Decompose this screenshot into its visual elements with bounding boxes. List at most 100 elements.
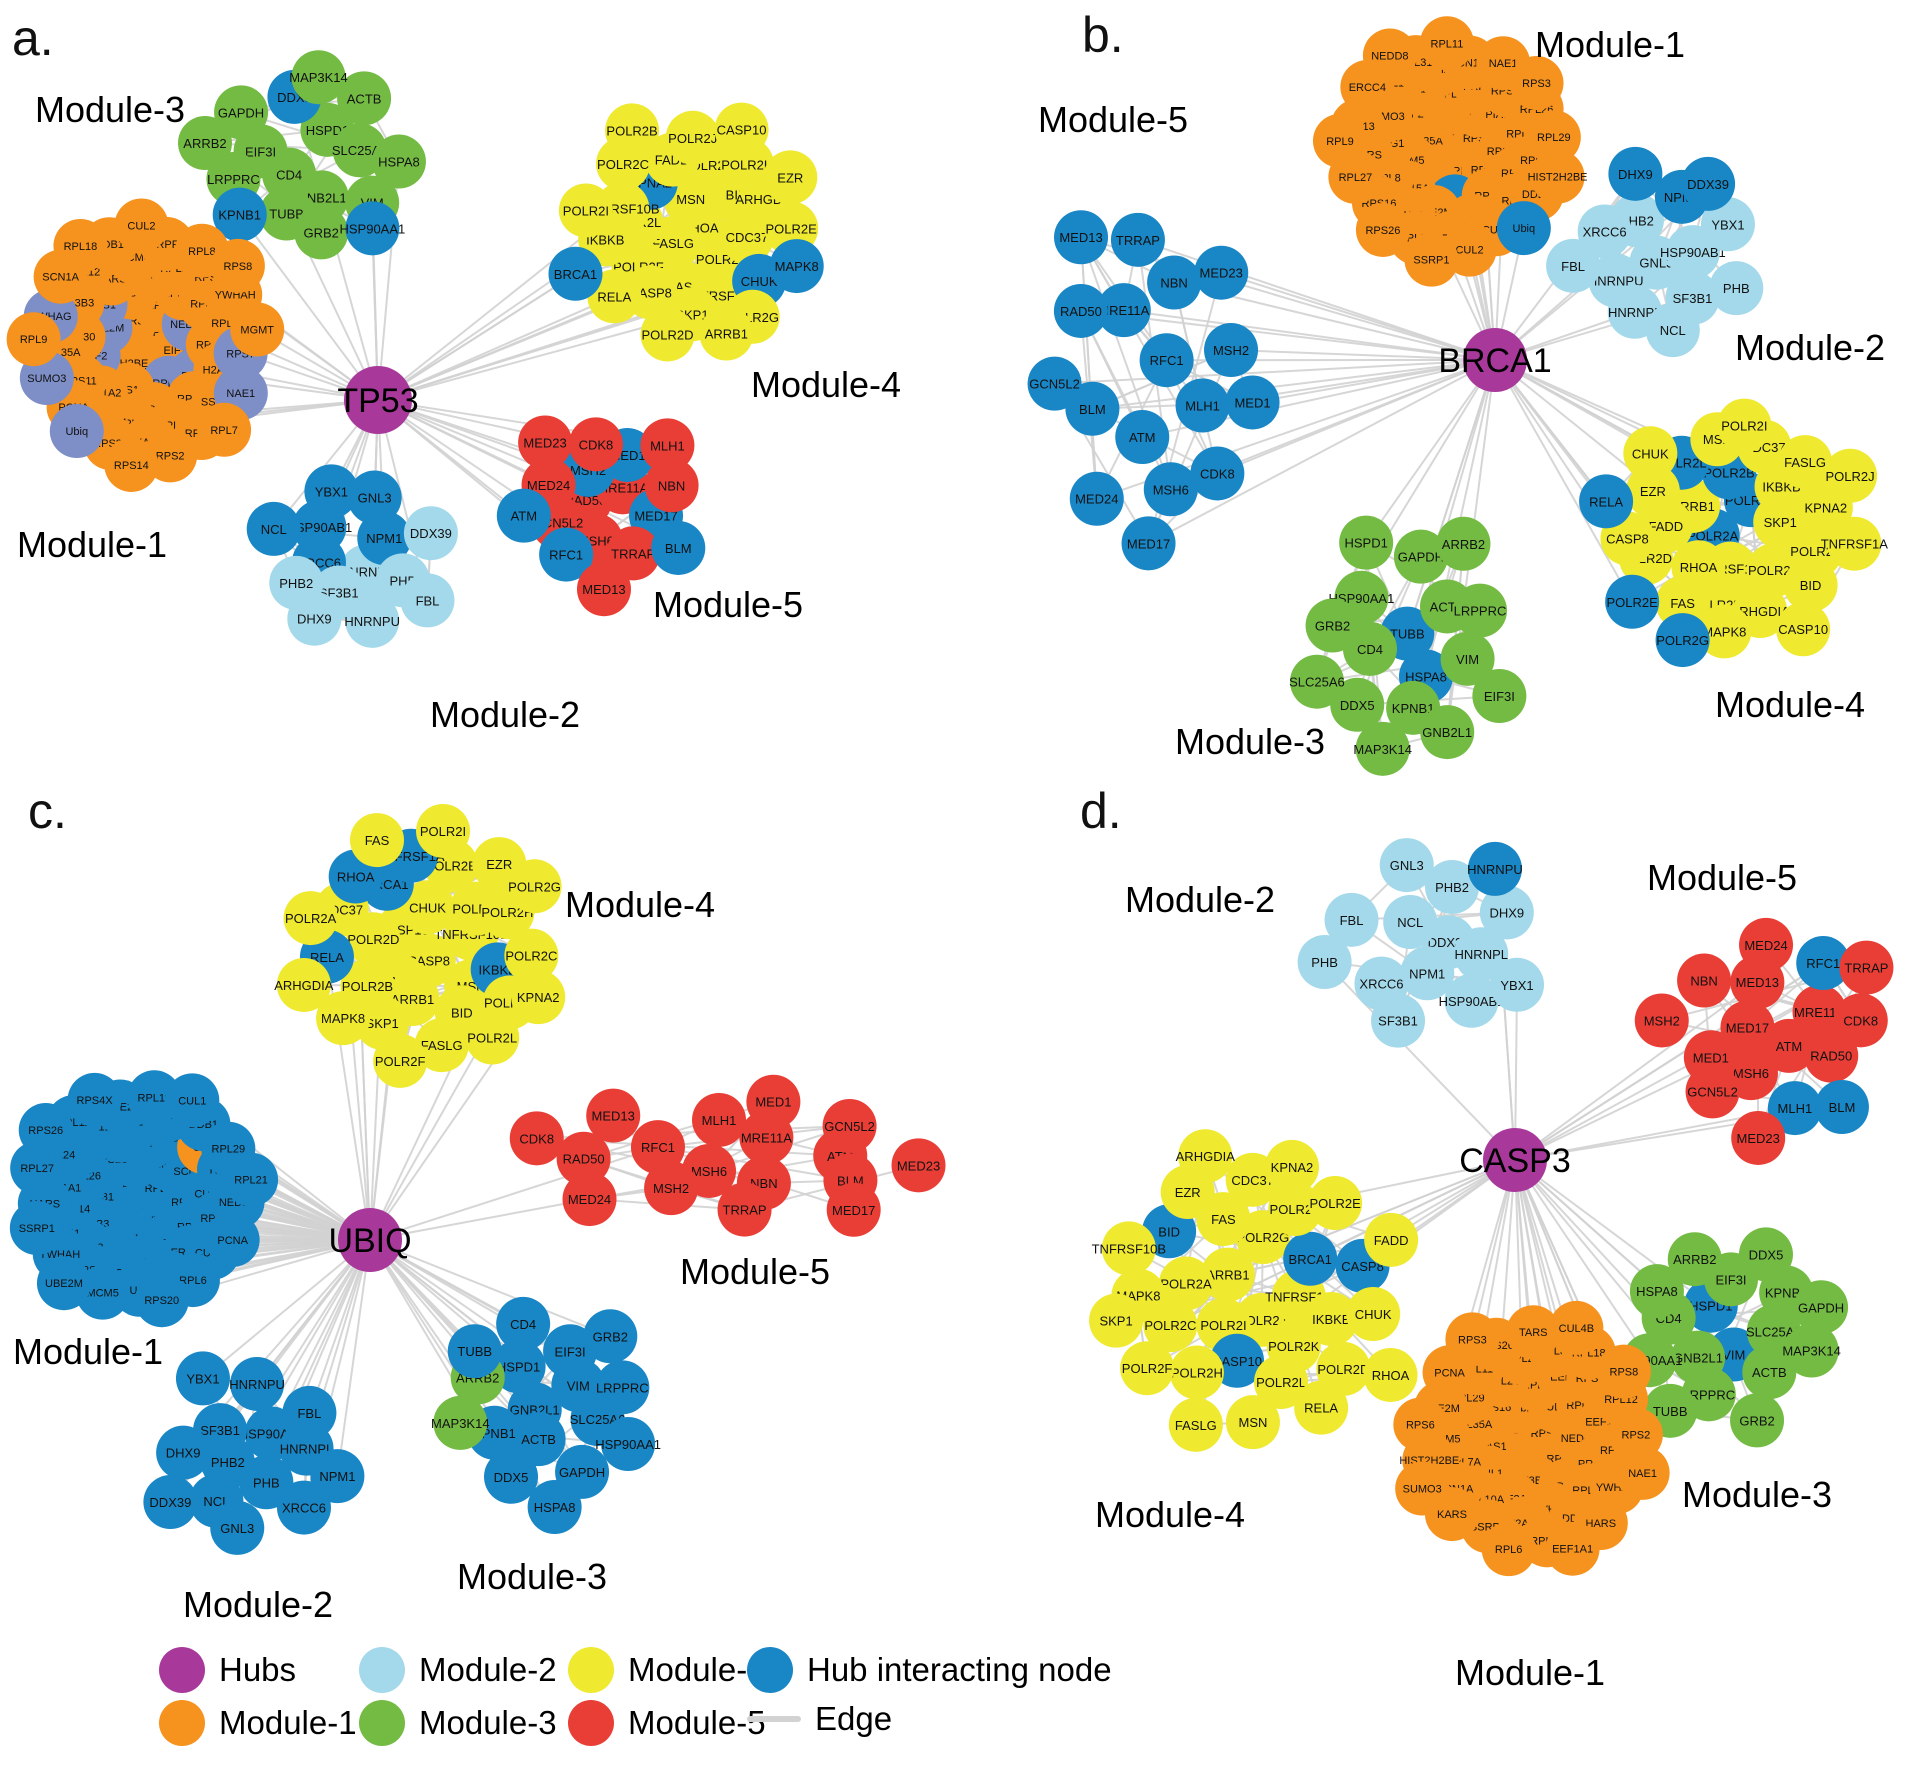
- network-node[interactable]: ARRB1: [699, 306, 754, 361]
- network-node[interactable]: GAPDH: [1794, 1280, 1849, 1335]
- network-node[interactable]: POLR2J: [1823, 448, 1878, 503]
- network-node[interactable]: RPS6: [1393, 1397, 1448, 1452]
- network-node[interactable]: RPL11: [1419, 16, 1474, 71]
- network-node[interactable]: RPL9: [1312, 113, 1367, 168]
- network-node[interactable]: CD4: [496, 1296, 551, 1351]
- network-node[interactable]: GCN5L2: [1027, 356, 1082, 411]
- network-node[interactable]: RFC1: [1139, 333, 1194, 388]
- network-node[interactable]: RPS4X: [67, 1072, 122, 1127]
- network-node[interactable]: POLR2E: [1605, 574, 1660, 629]
- network-node[interactable]: MRE11A: [1096, 283, 1151, 338]
- network-node[interactable]: MED24: [1739, 917, 1794, 972]
- network-node[interactable]: TRRAP: [717, 1182, 772, 1237]
- network-node[interactable]: RPS8: [210, 238, 265, 293]
- network-node[interactable]: HNRNPU: [229, 1356, 285, 1411]
- network-node[interactable]: HSPA8: [1629, 1264, 1684, 1319]
- network-node[interactable]: RAD50: [1804, 1028, 1859, 1083]
- network-node[interactable]: HIST2H2BE: [1528, 149, 1588, 204]
- network-node[interactable]: Ubiq: [1496, 201, 1551, 256]
- network-node[interactable]: POLR2G: [1655, 613, 1710, 668]
- network-node[interactable]: GAPDH: [214, 85, 269, 140]
- network-node[interactable]: ATM: [1115, 410, 1170, 465]
- network-node[interactable]: POLR2F: [373, 1033, 428, 1088]
- hub-node-brca1[interactable]: BRCA1: [1438, 328, 1552, 392]
- network-node[interactable]: MED23: [518, 415, 573, 470]
- network-node[interactable]: RPL9: [6, 312, 61, 367]
- network-node[interactable]: FASLG: [414, 1018, 469, 1073]
- network-node[interactable]: POLR2C: [504, 928, 559, 983]
- network-node[interactable]: DDX39: [143, 1475, 198, 1530]
- network-node[interactable]: BID: [1783, 558, 1838, 613]
- network-node[interactable]: MLH1: [640, 418, 695, 473]
- network-node[interactable]: CASP10: [714, 102, 769, 157]
- network-node[interactable]: ACTB: [1742, 1345, 1797, 1400]
- network-node[interactable]: POLR2A: [283, 891, 338, 946]
- network-node[interactable]: RELA: [1294, 1380, 1349, 1435]
- network-node[interactable]: POLR2D: [640, 307, 695, 362]
- network-node[interactable]: RPL6: [1481, 1522, 1536, 1577]
- network-node[interactable]: MAPK8: [1697, 604, 1752, 659]
- network-node[interactable]: POLR2L: [465, 1010, 520, 1065]
- network-node[interactable]: TUBB: [447, 1324, 502, 1379]
- network-node[interactable]: RAD50: [1053, 283, 1108, 338]
- network-node[interactable]: EIF3I: [1472, 668, 1527, 723]
- network-node[interactable]: ACTB: [511, 1412, 566, 1467]
- network-node[interactable]: LRPPRC: [1452, 583, 1507, 638]
- network-node[interactable]: TARS: [1506, 1305, 1561, 1360]
- network-node[interactable]: TRRAP: [606, 526, 661, 581]
- network-node[interactable]: BRCA1: [1283, 1231, 1338, 1286]
- network-node[interactable]: FBL: [282, 1385, 337, 1440]
- network-node[interactable]: HSPA8: [527, 1480, 582, 1535]
- network-node[interactable]: DHX9: [1479, 885, 1534, 940]
- network-node[interactable]: MAPK8: [769, 239, 824, 294]
- network-node[interactable]: RHOA: [1363, 1347, 1418, 1402]
- network-node[interactable]: FADD: [1364, 1212, 1419, 1267]
- network-node[interactable]: SF3B1: [1371, 993, 1426, 1048]
- network-node[interactable]: MAPK8: [316, 991, 371, 1046]
- network-node[interactable]: MED23: [891, 1138, 946, 1193]
- network-node[interactable]: MRE11A: [1792, 984, 1847, 1039]
- network-node[interactable]: SLC25A6: [1289, 654, 1345, 709]
- network-node[interactable]: NCL: [1645, 303, 1700, 358]
- hub-node-tp53[interactable]: TP53: [337, 366, 419, 434]
- network-node[interactable]: MED17: [1720, 1000, 1775, 1055]
- network-node[interactable]: HSPA8: [371, 134, 426, 189]
- network-node[interactable]: GNL3: [210, 1500, 265, 1555]
- network-node[interactable]: RPS20: [134, 1273, 189, 1328]
- network-node[interactable]: GAPDH: [1393, 529, 1448, 584]
- network-node[interactable]: RFC1: [630, 1120, 685, 1175]
- network-node[interactable]: RPS3: [1445, 1312, 1500, 1367]
- network-node[interactable]: RFC1: [1796, 936, 1851, 991]
- network-node[interactable]: RFC1: [539, 527, 594, 582]
- network-node[interactable]: FBL: [1546, 238, 1601, 293]
- network-node[interactable]: MSN: [1225, 1395, 1280, 1450]
- network-node[interactable]: DHX9: [1608, 146, 1663, 201]
- network-node[interactable]: HSP90AA1: [339, 201, 405, 256]
- network-node[interactable]: MED1: [1225, 375, 1280, 430]
- network-node[interactable]: HNRNPL: [1454, 927, 1509, 982]
- network-node[interactable]: FAS: [1655, 575, 1710, 630]
- network-node[interactable]: NBN: [644, 458, 699, 513]
- network-node[interactable]: GRB2: [294, 205, 349, 260]
- network-node[interactable]: KPNA2: [511, 970, 566, 1025]
- network-node[interactable]: FASLG: [1168, 1397, 1223, 1452]
- network-node[interactable]: MAP3K14: [289, 50, 348, 105]
- network-node[interactable]: POLR2B: [1268, 1182, 1323, 1237]
- network-node[interactable]: HSP90AB1: [1439, 973, 1505, 1028]
- network-node[interactable]: CDK8: [509, 1111, 564, 1166]
- network-node[interactable]: MAP3K14: [431, 1395, 490, 1450]
- network-node[interactable]: MED23: [1194, 245, 1249, 300]
- network-node[interactable]: MED13: [576, 562, 631, 617]
- network-node[interactable]: POLR2A: [1158, 1256, 1213, 1311]
- network-node[interactable]: CDK8: [1190, 446, 1245, 501]
- network-node[interactable]: YBX1: [1490, 957, 1545, 1012]
- network-node[interactable]: ARRB2: [177, 116, 232, 171]
- network-node[interactable]: Ubiq: [49, 404, 104, 459]
- network-node[interactable]: DHX9: [287, 591, 342, 646]
- network-node[interactable]: DDX5: [484, 1449, 539, 1504]
- network-node[interactable]: ARRB2: [1436, 516, 1491, 571]
- network-node[interactable]: POLR2I: [416, 803, 471, 858]
- network-node[interactable]: RELA: [1579, 474, 1634, 529]
- network-node[interactable]: GNB2L1: [1420, 705, 1475, 760]
- network-node[interactable]: MGMT: [230, 302, 285, 357]
